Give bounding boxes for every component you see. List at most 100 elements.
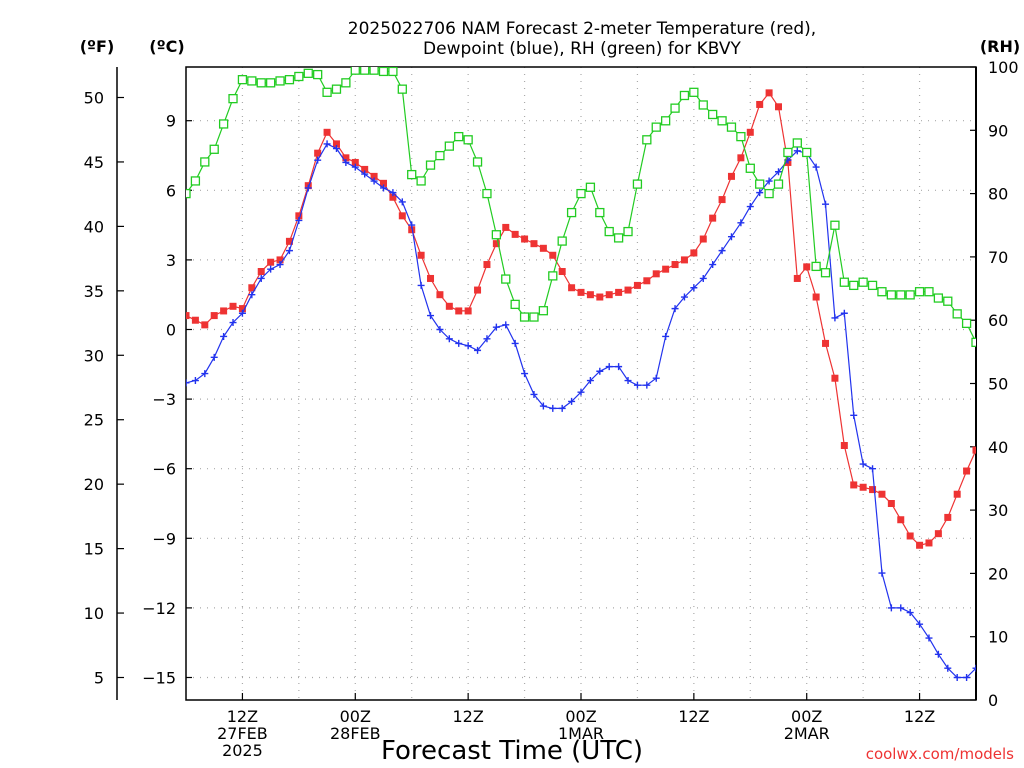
dewpoint-point xyxy=(408,221,416,229)
temperature-point xyxy=(633,281,641,289)
dewpoint-point xyxy=(709,261,717,269)
celsius-tick-label: 6 xyxy=(166,181,176,200)
dewpoint-point xyxy=(267,265,275,273)
rh-point xyxy=(755,179,765,189)
temperature-point xyxy=(699,235,707,243)
dewpoint-line xyxy=(186,143,976,679)
dewpoint-point xyxy=(615,363,623,371)
temperature-point xyxy=(220,307,228,315)
temperature-point xyxy=(652,270,660,278)
dewpoint-point xyxy=(831,314,839,322)
temperature-point xyxy=(709,214,717,222)
dewpoint-point xyxy=(775,168,782,176)
x-tick-label: 12Z xyxy=(904,707,935,726)
temperature-point xyxy=(963,467,971,475)
dewpoint-point xyxy=(186,379,190,387)
x-tick-label: 12Z xyxy=(452,707,483,726)
temperature-point xyxy=(210,312,218,320)
rh-point xyxy=(265,78,276,88)
rh-point xyxy=(369,67,379,75)
dewpoint-point xyxy=(492,323,500,331)
dewpoint-point xyxy=(586,377,594,385)
x-tick-label: 1MAR xyxy=(558,724,604,743)
rh-point xyxy=(247,76,257,86)
rh-point xyxy=(454,131,464,142)
temperature-point xyxy=(727,172,735,180)
temperature-point xyxy=(285,237,293,245)
dewpoint-point xyxy=(643,381,651,389)
dewpoint-point xyxy=(906,609,914,617)
dewpoint-point xyxy=(549,404,557,412)
rh-point xyxy=(190,176,201,186)
chart-title-line1: 2025022706 NAM Forecast 2-meter Temperat… xyxy=(348,19,816,39)
temperature-point xyxy=(812,293,820,301)
dewpoint-point xyxy=(897,604,905,612)
temperature-point xyxy=(201,321,209,329)
rh-line xyxy=(186,69,976,344)
dewpoint-point xyxy=(445,335,453,343)
temperature-point xyxy=(775,103,782,111)
temperature-point xyxy=(840,442,848,449)
temperature-point xyxy=(539,244,547,252)
fahrenheit-tick-label: 20 xyxy=(84,475,104,494)
rh-point xyxy=(425,160,436,170)
rh-tick-label: 80 xyxy=(988,185,1008,204)
temperature-point xyxy=(370,172,378,180)
rh-point xyxy=(576,188,586,199)
dewpoint-point xyxy=(220,332,228,340)
rh-tick-label: 50 xyxy=(988,375,1008,394)
rh-point xyxy=(303,68,313,78)
dewpoint-point xyxy=(680,293,688,301)
dewpoint-point xyxy=(859,460,867,468)
rh-point xyxy=(388,67,398,77)
temperature-point xyxy=(887,500,895,507)
rh-point xyxy=(736,131,746,142)
rh-point xyxy=(811,261,821,272)
temperature-point xyxy=(295,212,303,220)
dewpoint-point xyxy=(210,353,218,361)
rh-point xyxy=(698,100,708,110)
dewpoint-point xyxy=(314,156,322,164)
dewpoint-point xyxy=(558,404,566,412)
rh-point xyxy=(905,290,915,300)
rh-point xyxy=(867,280,878,291)
dewpoint-point xyxy=(483,335,491,343)
dewpoint-point xyxy=(596,367,604,375)
rh-point xyxy=(717,116,727,126)
rh-point xyxy=(407,169,417,180)
dewpoint-point xyxy=(605,363,613,371)
rh-point xyxy=(341,78,351,88)
rh-point xyxy=(642,135,652,145)
dewpoint-point xyxy=(436,326,444,333)
temperature-point xyxy=(953,490,961,498)
credit-label: coolwx.com/models xyxy=(866,745,1014,763)
celsius-unit-label: (ºC) xyxy=(149,37,184,56)
rh-point xyxy=(604,226,614,237)
dewpoint-point xyxy=(878,569,886,577)
dewpoint-point xyxy=(511,339,519,347)
rh-point xyxy=(849,280,859,291)
temperature-point xyxy=(389,193,397,201)
temperature-point xyxy=(186,312,190,320)
dewpoint-point xyxy=(822,200,830,208)
temperature-point xyxy=(831,374,839,382)
rh-point xyxy=(679,90,690,101)
dewpoint-point xyxy=(577,388,585,396)
x-tick-label: 2MAR xyxy=(784,724,830,743)
temperature-point xyxy=(474,286,482,294)
dewpoint-point xyxy=(793,147,801,155)
temperature-point xyxy=(916,541,924,549)
dewpoint-point xyxy=(727,233,735,241)
temperature-point xyxy=(521,235,529,243)
rh-point xyxy=(830,220,840,230)
rh-point xyxy=(548,271,558,281)
dewpoint-point xyxy=(671,305,679,313)
temperature-point xyxy=(906,532,914,540)
celsius-tick-label: −12 xyxy=(142,599,176,618)
dewpoint-point xyxy=(464,342,472,350)
dewpoint-point xyxy=(662,332,670,340)
dewpoint-point xyxy=(370,177,378,185)
temperature-point xyxy=(586,291,594,299)
celsius-tick-label: −3 xyxy=(152,390,176,409)
temperature-point xyxy=(351,158,359,166)
